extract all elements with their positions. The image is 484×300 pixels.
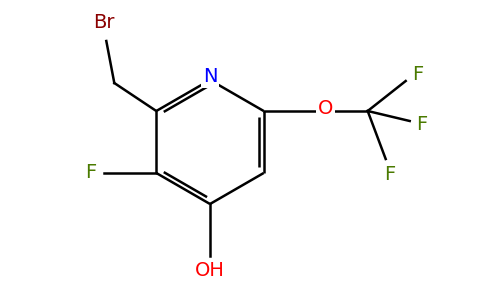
Text: F: F (416, 116, 427, 134)
Text: F: F (85, 164, 96, 182)
Text: F: F (412, 65, 424, 85)
Text: OH: OH (195, 260, 225, 280)
Text: O: O (318, 100, 333, 118)
Text: F: F (384, 166, 395, 184)
Text: Br: Br (93, 14, 115, 32)
Text: N: N (203, 68, 217, 86)
